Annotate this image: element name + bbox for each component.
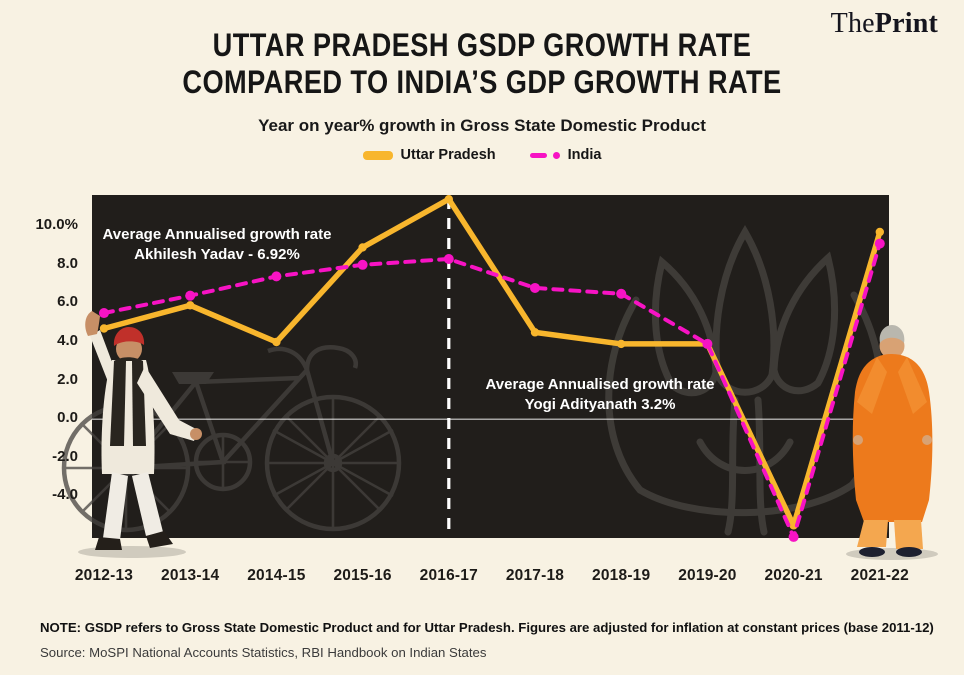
legend-dot-icon: [552, 151, 560, 159]
data-point-india: [185, 290, 196, 301]
data-point-india: [616, 288, 627, 299]
y-axis-label: 2.0: [57, 370, 78, 388]
chart-legend: Uttar Pradesh India: [0, 147, 964, 163]
y-axis-label: -2.0: [52, 447, 78, 465]
series-line-india: [102, 241, 882, 539]
data-point-india: [788, 531, 799, 542]
legend-label-uttar-pradesh: Uttar Pradesh: [400, 147, 496, 163]
x-axis-label: 2013-14: [161, 567, 220, 584]
akhilesh-yadav-photo: [78, 311, 202, 558]
y-axis-label: 6.0: [57, 293, 78, 311]
legend-item-india: India: [529, 147, 602, 163]
page-title: UTTAR PRADESH GSDP GROWTH RATE COMPARED …: [72, 27, 891, 101]
y-axis-label: 8.0: [57, 254, 78, 272]
chart-subtitle: Year on year% growth in Gross State Dome…: [258, 116, 706, 135]
annotation-yogi-line2: Yogi Adityanath 3.2%: [524, 395, 676, 413]
y-axis-label: 0.0: [57, 409, 78, 427]
yogi-adityanath-photo: [846, 325, 938, 560]
title-line-1: UTTAR PRADESH GSDP GROWTH RATE: [212, 27, 752, 63]
annotation-akhilesh: Average Annualised growth rate Akhilesh …: [72, 225, 362, 264]
chart-series-layer: [92, 194, 889, 542]
data-point-uttar-pradesh: [444, 194, 453, 204]
data-point-uttar-pradesh: [186, 301, 195, 310]
data-point-uttar-pradesh: [617, 339, 626, 349]
x-axis-label: 2020-21: [764, 567, 823, 584]
note-text: NOTE: GSDP refers to Gross State Domesti…: [40, 620, 934, 635]
data-point-india: [530, 282, 540, 293]
y-axis-label: 10.0%: [35, 216, 78, 234]
data-point-uttar-pradesh: [530, 328, 540, 337]
legend-label-india: India: [567, 147, 602, 163]
x-axis-label: 2014-15: [247, 567, 306, 584]
data-point-india: [443, 254, 454, 265]
x-axis-label: 2019-20: [678, 567, 737, 584]
y-axis-label: 4.0: [57, 332, 78, 349]
data-point-india: [357, 259, 368, 270]
legend-dash-icon: [529, 152, 547, 158]
brand-the: The: [830, 8, 875, 39]
data-point-india: [271, 271, 282, 282]
x-axis-label: 2017-18: [505, 567, 565, 584]
theprint-logo: ThePrint: [831, 8, 938, 40]
x-axis-label: 2016-17: [419, 567, 478, 584]
x-axis-label: 2018-19: [592, 567, 651, 584]
annotation-akhilesh-line2: Akhilesh Yadav - 6.92%: [134, 245, 300, 263]
data-point-india: [99, 308, 109, 319]
x-axis-label: 2021-22: [850, 567, 909, 584]
x-axis-label: 2015-16: [333, 567, 392, 584]
annotation-akhilesh-line1: Average Annualised growth rate: [102, 226, 332, 243]
legend-line-icon: [362, 150, 393, 160]
lotus-watermark: [605, 225, 885, 536]
annotation-yogi: Average Annualised growth rate Yogi Adit…: [455, 375, 745, 414]
data-point-uttar-pradesh: [358, 243, 367, 252]
x-axis-label: 2012-13: [74, 567, 134, 584]
legend-item-uttar-pradesh: Uttar Pradesh: [362, 147, 496, 163]
data-point-uttar-pradesh: [875, 227, 884, 237]
data-point-india: [702, 338, 713, 349]
annotation-yogi-line1: Average Annualised growth rate: [485, 376, 715, 393]
brand-print: Print: [874, 8, 938, 39]
title-line-2: COMPARED TO INDIA’S GDP GROWTH RATE: [182, 64, 782, 100]
y-axis-label: -4.0: [52, 486, 78, 504]
data-point-uttar-pradesh: [99, 324, 109, 333]
data-point-uttar-pradesh: [272, 337, 281, 347]
source-text: Source: MoSPI National Accounts Statisti…: [40, 645, 487, 660]
data-point-india: [874, 238, 885, 249]
series-line-uttar-pradesh: [101, 196, 883, 529]
